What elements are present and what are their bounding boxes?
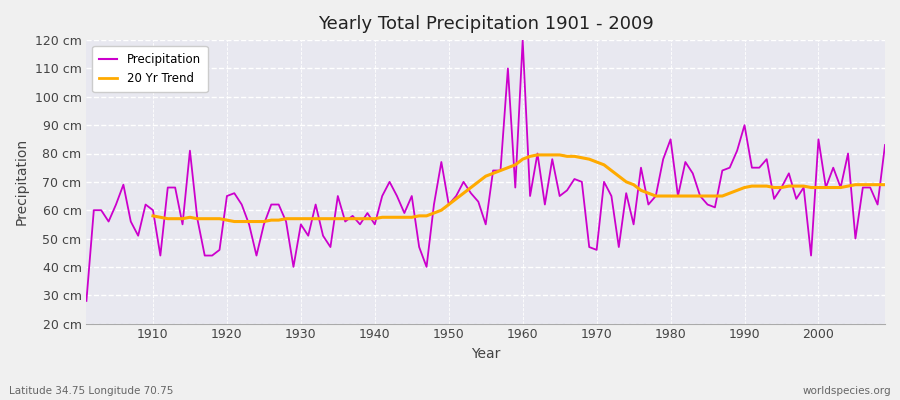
Text: worldspecies.org: worldspecies.org (803, 386, 891, 396)
Title: Yearly Total Precipitation 1901 - 2009: Yearly Total Precipitation 1901 - 2009 (318, 15, 653, 33)
Text: Latitude 34.75 Longitude 70.75: Latitude 34.75 Longitude 70.75 (9, 386, 174, 396)
Y-axis label: Precipitation: Precipitation (15, 138, 29, 226)
X-axis label: Year: Year (471, 347, 500, 361)
Legend: Precipitation, 20 Yr Trend: Precipitation, 20 Yr Trend (93, 46, 208, 92)
